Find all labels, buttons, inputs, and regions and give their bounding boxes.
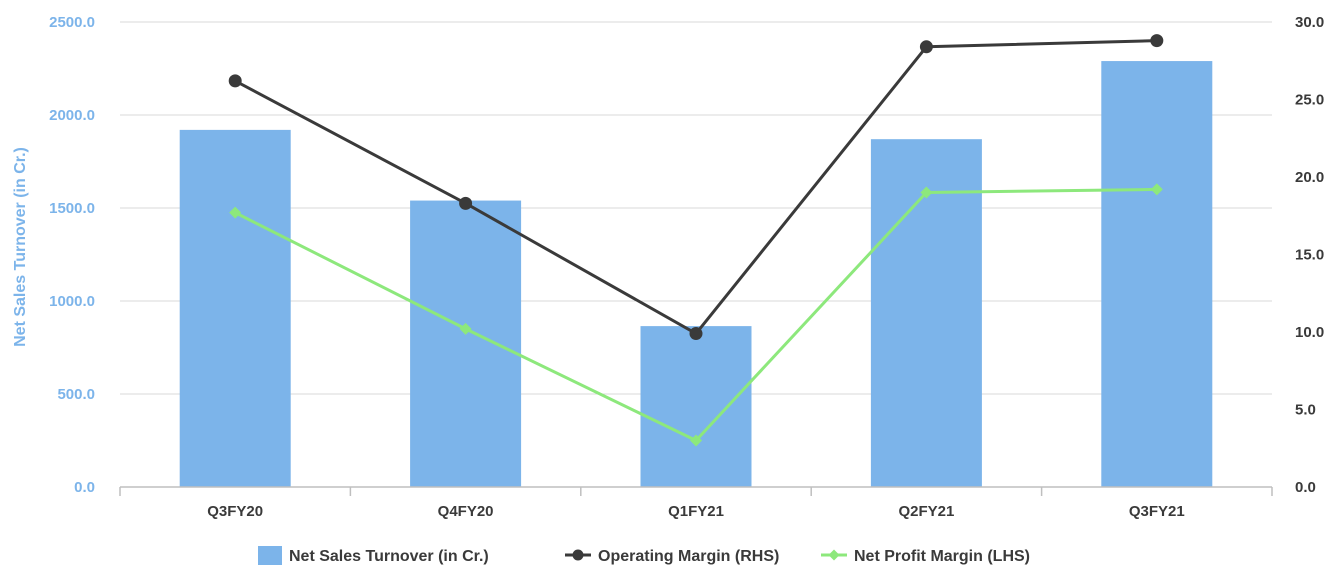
data-point: [919, 40, 933, 54]
legend: Net Sales Turnover (in Cr.) Operating Mar…: [258, 546, 1030, 565]
y-axis-left-label: Net Sales Turnover (in Cr.): [12, 147, 29, 347]
legend-label: Operating Margin (RHS): [598, 548, 779, 565]
gridlines: [120, 21, 1272, 395]
x-tick-label: Q2FY21: [898, 503, 954, 520]
y-right-tick-label: 10.0: [1295, 324, 1324, 341]
bar-series: [179, 61, 1213, 488]
x-tick-label: Q3FY21: [1129, 503, 1185, 520]
axes: 0.0 500.0 1000.0 1500.0 2000.0 2500.0 0.0 5.0 10…: [49, 14, 1324, 520]
legend-label: Net Profit Margin (LHS): [854, 548, 1030, 565]
y-right-tick-label: 30.0: [1295, 14, 1324, 31]
y-right-tick-label: 5.0: [1295, 402, 1316, 419]
data-point: [1150, 34, 1164, 48]
bar: [179, 129, 291, 487]
x-tick-label: Q3FY20: [207, 503, 263, 520]
data-point: [228, 74, 242, 88]
y-left-tick-label: 2500.0: [49, 14, 95, 31]
legend-marker: [828, 549, 840, 561]
y-left-tick-label: 1500.0: [49, 200, 95, 217]
y-right-tick-label: 15.0: [1295, 247, 1324, 264]
x-tick-label: Q4FY20: [438, 503, 494, 520]
y-left-tick-label: 0.0: [74, 479, 95, 496]
line-series: [228, 34, 1164, 447]
data-point: [1150, 183, 1163, 196]
data-point: [459, 196, 473, 210]
y-right-tick-label: 20.0: [1295, 169, 1324, 186]
legend-swatch: [258, 546, 282, 565]
data-point: [689, 327, 703, 341]
data-point: [459, 322, 472, 335]
data-point: [229, 206, 242, 219]
y-left-tick-label: 2000.0: [49, 107, 95, 124]
y-right-tick-label: 25.0: [1295, 92, 1324, 109]
x-tick-label: Q1FY21: [668, 503, 724, 520]
bar: [1101, 61, 1213, 488]
legend-label: Net Sales Turnover (in Cr.): [289, 548, 489, 565]
y-left-tick-label: 500.0: [57, 386, 95, 403]
y-right-tick-label: 0.0: [1295, 479, 1316, 496]
data-point: [920, 186, 933, 199]
bar: [410, 200, 522, 487]
bar: [640, 326, 752, 487]
data-point: [690, 434, 702, 447]
series-line: [234, 39, 1157, 336]
y-left-tick-label: 1000.0: [49, 293, 95, 310]
legend-marker: [572, 549, 584, 561]
